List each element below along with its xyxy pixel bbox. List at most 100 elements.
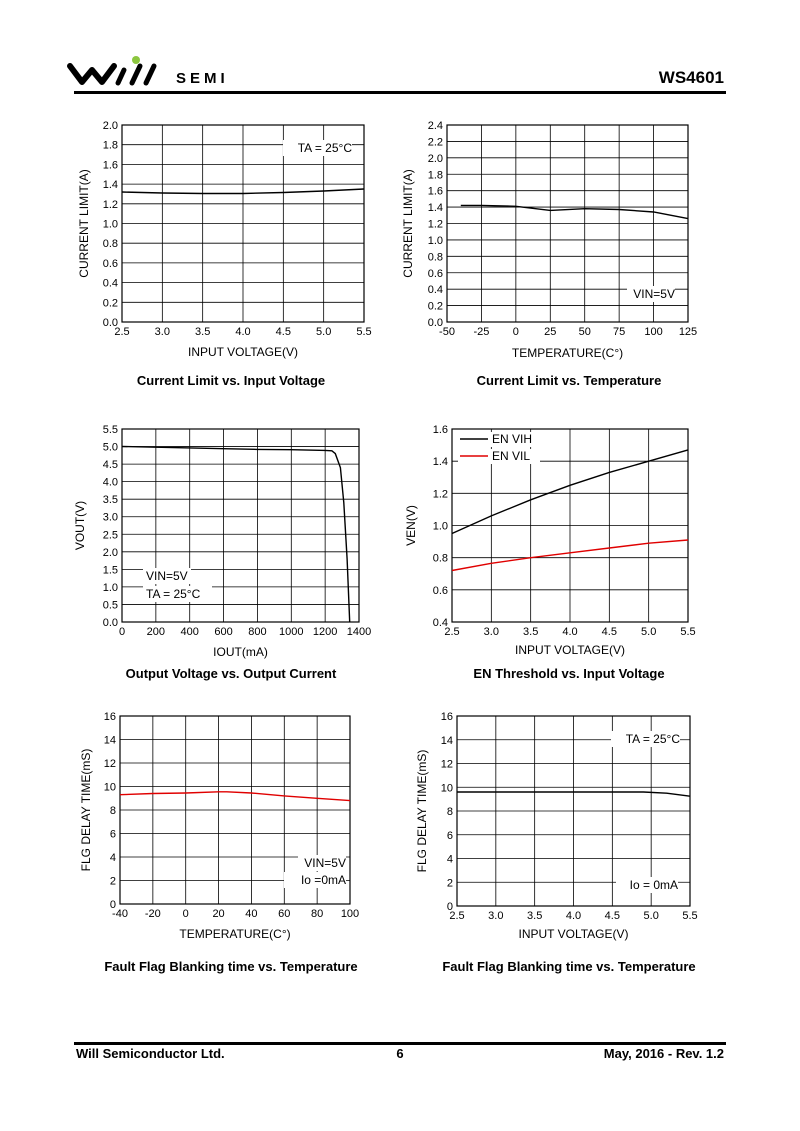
chart-5-xlabel: INPUT VOLTAGE(V)	[518, 927, 628, 941]
chart-2-annotation-1: TA = 25°C	[146, 587, 201, 601]
chart-0-xtick-label: 4.5	[276, 326, 291, 338]
chart-0-xtick-label: 4.0	[235, 326, 250, 338]
chart-5-ytick-label: 12	[441, 759, 453, 771]
chart-5-xtick-label: 2.5	[449, 910, 464, 922]
chart-5-ytick-label: 10	[441, 782, 453, 794]
chart-0-ytick-label: 0.8	[103, 238, 118, 250]
chart-4-ytick-label: 14	[104, 735, 116, 747]
chart-3-xtick-label: 4.5	[602, 626, 617, 638]
chart-2-frame	[121, 428, 360, 623]
chart-1-xtick-label: 100	[644, 326, 662, 338]
chart-2-ytick-label: 3.0	[103, 512, 118, 524]
chart-2-ytick-label: 2.0	[103, 547, 118, 559]
chart-0-ytick-label: 1.8	[103, 140, 118, 152]
chart-2-ytick-label: 5.5	[103, 424, 118, 436]
header-rule	[74, 91, 726, 94]
caption-current-limit-vs-input-voltage: Current Limit vs. Input Voltage	[136, 373, 326, 388]
chart-3-legend-bg	[458, 449, 540, 464]
chart-3-frame	[451, 428, 689, 623]
chart-0-xlabel: INPUT VOLTAGE(V)	[188, 345, 298, 359]
chart-4-xlabel: TEMPERATURE(C°)	[179, 927, 290, 941]
footer-rule	[74, 1042, 726, 1045]
chart-2-series-0-line	[121, 445, 351, 623]
chart-0-annotation-bg	[283, 140, 352, 156]
chart-4-ytick-label: 16	[104, 711, 116, 723]
chart-1-ytick-label: 2.4	[428, 120, 443, 132]
chart-3-ytick-label: 1.6	[433, 424, 448, 436]
chart-4-ytick-label: 0	[110, 899, 116, 911]
chart-2-ytick-label: 0.0	[103, 617, 118, 629]
chart-3-legend-bg	[458, 432, 540, 447]
chart-1-series-0-line	[460, 204, 689, 220]
chart-4-ytick-label: 12	[104, 758, 116, 770]
document-id: WS4601	[658, 68, 724, 87]
chart-4-ytick-label: 4	[110, 852, 116, 864]
footer-page-number: 6	[396, 1046, 404, 1061]
chart-5-xtick-label: 3.5	[527, 910, 542, 922]
footer-date-revision: May, 2016 - Rev. 1.2	[603, 1046, 724, 1061]
caption-fault-flag-vs-input-voltage: Fault Flag Blanking time vs. Temperature	[442, 959, 696, 974]
chart-5-series-0-line	[457, 791, 691, 797]
chart-1-annotation-0: VIN=5V	[633, 287, 675, 301]
chart-1-xtick-label: 75	[613, 326, 625, 338]
chart-0-ytick-label: 1.2	[103, 199, 118, 211]
chart-1-xtick-label: 25	[544, 326, 556, 338]
chart-0-ytick-label: 1.6	[103, 159, 118, 171]
chart-1-xtick-label: -50	[439, 326, 455, 338]
chart-5-annotation-bg	[611, 731, 680, 747]
chart-1-ytick-label: 0.4	[428, 284, 443, 296]
chart-2-annotation-bg	[143, 586, 212, 602]
chart-3-ylabel: VEN(V)	[404, 505, 418, 546]
chart-0-frame	[121, 124, 365, 323]
chart-1-xtick-label: 50	[579, 326, 591, 338]
caption-output-voltage-vs-output-current: Output Voltage vs. Output Current	[125, 666, 337, 681]
chart-2-annotation-0: VIN=5V	[146, 569, 188, 583]
chart-4-xtick-label: 20	[212, 908, 224, 920]
chart-5-xtick-label: 3.0	[488, 910, 503, 922]
chart-3-ytick-label: 0.4	[433, 617, 448, 629]
chart-2-xtick-label: 1200	[313, 626, 337, 638]
chart-3-xtick-label: 5.0	[641, 626, 656, 638]
chart-4-annotation-bg	[298, 855, 346, 871]
chart-5-xtick-label: 4.5	[605, 910, 620, 922]
chart-1-ytick-label: 2.2	[428, 136, 443, 148]
chart-1-xtick-label: 125	[679, 326, 697, 338]
chart-5-ytick-label: 2	[447, 877, 453, 889]
chart-2-xtick-label: 400	[181, 626, 199, 638]
chart-2-ytick-label: 4.0	[103, 477, 118, 489]
chart-3-xtick-label: 3.0	[484, 626, 499, 638]
footer-company: Will Semiconductor Ltd.	[76, 1046, 225, 1061]
chart-1-ytick-label: 1.2	[428, 219, 443, 231]
chart-0-series-0-line	[121, 188, 365, 195]
chart-3-xtick-label: 5.5	[680, 626, 695, 638]
chart-3-xtick-label: 2.5	[444, 626, 459, 638]
chart-4-xtick-label: 100	[341, 908, 359, 920]
chart-0-ylabel: CURRENT LIMIT(A)	[77, 169, 91, 277]
chart-4-annotation-0: VIN=5V	[304, 856, 346, 870]
chart-2-xtick-label: 800	[248, 626, 266, 638]
chart-4-series-0-line	[119, 791, 351, 802]
chart-4-annotation-bg	[284, 872, 346, 888]
chart-2-ytick-label: 1.5	[103, 564, 118, 576]
chart-0-ytick-label: 0.0	[103, 317, 118, 329]
chart-1-xlabel: TEMPERATURE(C°)	[512, 346, 623, 360]
chart-2-xlabel: IOUT(mA)	[213, 645, 268, 659]
chart-5-ylabel: FLG DELAY TIME(mS)	[415, 750, 429, 873]
chart-2-ytick-label: 0.5	[103, 599, 118, 611]
chart-2-xtick-label: 200	[147, 626, 165, 638]
chart-4-ytick-label: 6	[110, 829, 116, 841]
chart-0-ytick-label: 1.4	[103, 179, 118, 191]
chart-0-ytick-label: 0.6	[103, 258, 118, 270]
chart-2-xtick-label: 1000	[279, 626, 303, 638]
chart-2-ytick-label: 3.5	[103, 494, 118, 506]
chart-3-ytick-label: 1.0	[433, 521, 448, 533]
chart-4-ytick-label: 2	[110, 876, 116, 888]
chart-4-xtick-label: 0	[183, 908, 189, 920]
chart-4-ytick-label: 8	[110, 805, 116, 817]
chart-3-legend-label-0: EN VIH	[492, 432, 532, 446]
chart-1-ytick-label: 0.0	[428, 317, 443, 329]
company-logo	[67, 56, 157, 86]
chart-5-ytick-label: 0	[447, 901, 453, 913]
chart-2-xtick-label: 1400	[347, 626, 371, 638]
chart-0-ytick-label: 1.0	[103, 219, 118, 231]
